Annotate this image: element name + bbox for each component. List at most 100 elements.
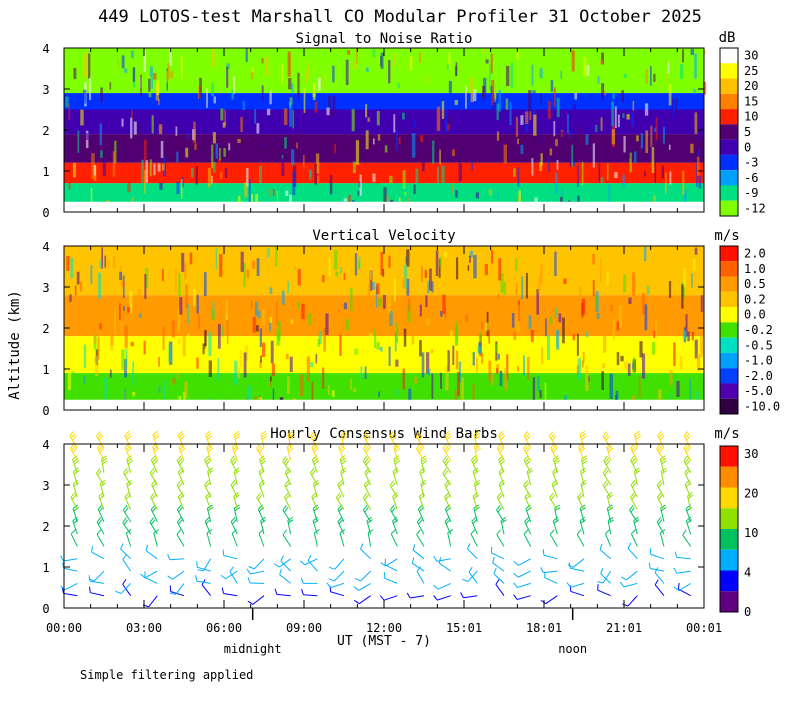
wind-barb bbox=[329, 571, 344, 581]
y-tick-label: 1 bbox=[42, 561, 49, 575]
wind-barb bbox=[248, 596, 264, 605]
vv-panel-title: Vertical Velocity bbox=[312, 228, 455, 244]
wind-barb bbox=[621, 571, 637, 580]
colorbar-cell bbox=[720, 383, 738, 398]
wind-barb bbox=[434, 583, 451, 589]
time-tick-label: 03:00 bbox=[126, 621, 162, 635]
wind-barb bbox=[153, 431, 159, 448]
wind-barb bbox=[674, 568, 691, 573]
wind-barb bbox=[491, 547, 504, 559]
wind-barb bbox=[170, 586, 184, 596]
colorbar-cell bbox=[720, 140, 738, 155]
y-tick-label: 0 bbox=[42, 206, 49, 220]
wind-barb bbox=[628, 543, 637, 559]
wind-barb bbox=[601, 568, 611, 583]
wind-barb bbox=[543, 549, 557, 559]
wind-barb bbox=[249, 559, 264, 569]
wind-barb bbox=[96, 468, 104, 485]
wind-barb bbox=[580, 517, 585, 534]
wind-barb bbox=[301, 578, 317, 584]
y-tick-label: 0 bbox=[42, 404, 49, 418]
wind-barb bbox=[285, 468, 290, 485]
wind-barb bbox=[684, 431, 690, 448]
wind-barb bbox=[247, 569, 264, 574]
colorbar-cell bbox=[720, 185, 738, 200]
colorbar-label: 0 bbox=[744, 140, 751, 154]
colorbar-cell bbox=[720, 124, 738, 139]
colorbar-cell bbox=[720, 79, 738, 94]
colorbar-cell bbox=[720, 307, 738, 322]
wind-barb bbox=[281, 556, 291, 571]
wind-barb bbox=[257, 444, 264, 461]
wind-barb bbox=[608, 517, 614, 534]
wind-barb bbox=[407, 593, 424, 598]
wind-barb bbox=[514, 559, 531, 566]
colorbar-label: -0.2 bbox=[744, 323, 773, 337]
wind-barb bbox=[232, 443, 238, 460]
wind-barb bbox=[381, 559, 398, 566]
wind-barb bbox=[312, 456, 318, 473]
colorbar-cell bbox=[720, 338, 738, 353]
wind-barb bbox=[545, 572, 558, 584]
snr-panel-title: Signal to Noise Ratio bbox=[295, 31, 472, 47]
wind-barb bbox=[467, 543, 477, 558]
y-tick-label: 2 bbox=[42, 322, 49, 336]
wind-barb bbox=[598, 584, 611, 595]
colorbar-cell bbox=[720, 529, 738, 550]
snr-unit-label: dB bbox=[719, 30, 736, 46]
x-axis-label: UT (MST - 7) bbox=[337, 634, 431, 649]
colorbar-cell bbox=[720, 467, 738, 488]
wind-barb bbox=[329, 559, 344, 569]
time-tick-label: 00:01 bbox=[686, 621, 722, 635]
wind-barb bbox=[657, 480, 664, 497]
time-tick-label: 09:00 bbox=[286, 621, 322, 635]
colorbar-label: -1.0 bbox=[744, 354, 773, 368]
wind-barb bbox=[196, 575, 211, 583]
snr-heatmap bbox=[64, 48, 706, 202]
footnote: Simple filtering applied bbox=[80, 668, 253, 682]
colorbar-cell bbox=[720, 292, 738, 307]
colorbar-cell bbox=[720, 368, 738, 383]
vertical-velocity-heatmap bbox=[64, 246, 704, 400]
y-tick-label: 1 bbox=[42, 363, 49, 377]
colorbar-label: -0.5 bbox=[744, 338, 773, 352]
wind-barb bbox=[354, 596, 370, 604]
wind-barb bbox=[660, 456, 666, 473]
wind-barb bbox=[434, 596, 451, 601]
wind-barb bbox=[686, 517, 691, 534]
wind-barb bbox=[223, 550, 237, 559]
y-tick-label: 3 bbox=[42, 83, 49, 97]
day-marker-midnight: midnight bbox=[224, 642, 282, 656]
colorbar-cell bbox=[720, 170, 738, 185]
colorbar-label: 20 bbox=[744, 79, 758, 93]
y-tick-label: 2 bbox=[42, 124, 49, 138]
wind-barb bbox=[368, 530, 373, 547]
wind-barb bbox=[413, 544, 424, 558]
colorbar-cell bbox=[720, 201, 738, 216]
time-tick-label: 15:01 bbox=[446, 621, 482, 635]
wind-barb bbox=[649, 563, 664, 571]
y-tick-label: 4 bbox=[42, 438, 49, 452]
wind-barb bbox=[541, 567, 558, 572]
wind-barb bbox=[327, 583, 344, 588]
wind-barb bbox=[280, 569, 291, 583]
wind-barb bbox=[635, 431, 641, 448]
wind-barb bbox=[208, 468, 214, 485]
wind-barb bbox=[514, 571, 531, 577]
colorbar-label: 5 bbox=[744, 125, 751, 139]
vv-unit-label: m/s bbox=[714, 228, 739, 244]
colorbar-cell bbox=[720, 63, 738, 78]
wind-barb bbox=[275, 589, 291, 596]
wind-barb bbox=[634, 468, 640, 485]
colorbar-label: -12 bbox=[744, 201, 766, 215]
colorbar-cell bbox=[720, 277, 738, 292]
wind-barb bbox=[541, 596, 557, 604]
snr-band-1 bbox=[64, 93, 704, 109]
vv-band-2 bbox=[64, 336, 704, 373]
time-tick-label: 06:00 bbox=[206, 621, 242, 635]
colorbar-cell bbox=[720, 246, 738, 261]
wind-barb bbox=[62, 587, 77, 595]
colorbar-label: 2.0 bbox=[744, 247, 766, 261]
wind-barb bbox=[674, 583, 691, 590]
